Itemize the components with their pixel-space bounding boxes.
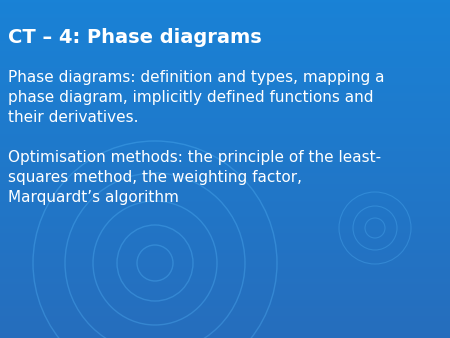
- Text: CT – 4: Phase diagrams: CT – 4: Phase diagrams: [8, 28, 262, 47]
- Text: Optimisation methods: the principle of the least-
squares method, the weighting : Optimisation methods: the principle of t…: [8, 150, 381, 204]
- Text: Phase diagrams: definition and types, mapping a
phase diagram, implicitly define: Phase diagrams: definition and types, ma…: [8, 70, 384, 125]
